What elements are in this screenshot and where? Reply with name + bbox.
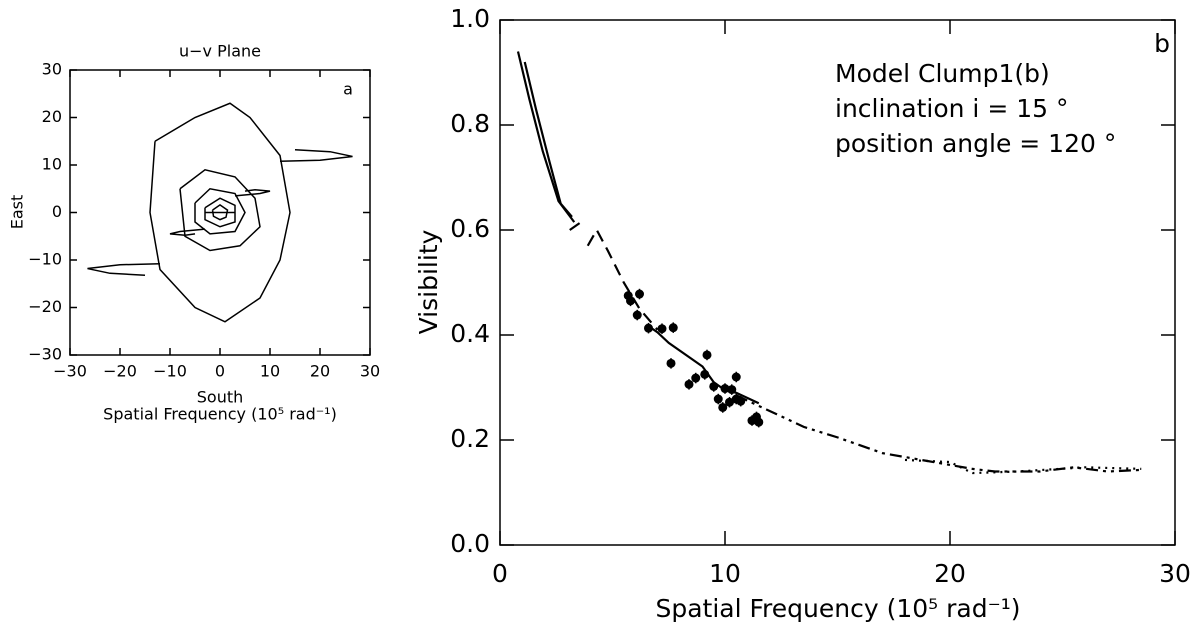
y-axis-label: East	[8, 195, 27, 230]
model-line	[179, 168, 261, 252]
data-point	[725, 397, 734, 407]
model-line	[149, 102, 291, 323]
x-tick-label: −20	[103, 362, 137, 381]
y-tick-label: 30	[42, 60, 62, 79]
x-tick-label: 0	[492, 559, 508, 588]
annotation: position angle = 120 °	[835, 129, 1116, 158]
x-tick-label: 0	[215, 362, 225, 381]
data-point	[709, 381, 719, 391]
x-tick-label: 10	[709, 559, 741, 588]
model-line	[279, 149, 353, 162]
model-line	[904, 458, 1142, 475]
y-tick-label: 1.0	[450, 4, 490, 33]
x-axis-label: Spatial Frequency (10⁵ rad⁻¹)	[103, 405, 337, 424]
x-tick-label: 10	[260, 362, 280, 381]
y-tick-label: 0.2	[450, 424, 490, 453]
y-tick-label: −20	[28, 297, 62, 316]
x-tick-label: 30	[360, 362, 380, 381]
data-point	[626, 296, 635, 306]
data-point	[736, 396, 746, 406]
y-tick-label: 20	[42, 107, 62, 126]
y-tick-label: 0.8	[450, 109, 490, 138]
panel-b: b Model Clump1(b) inclination i = 15 ° p…	[414, 4, 1191, 623]
y-tick-label: 0.4	[450, 319, 490, 348]
model-line	[516, 51, 576, 223]
model-line	[523, 61, 573, 218]
x-tick-label: −10	[153, 362, 187, 381]
data-point	[632, 310, 642, 320]
y-tick-label: 10	[42, 155, 62, 174]
y-tick-label: 0.0	[450, 529, 490, 558]
annotation: Model Clump1(b)	[835, 59, 1050, 88]
x-tick-label: 30	[1159, 559, 1191, 588]
x-axis-label: Spatial Frequency (10⁵ rad⁻¹)	[655, 594, 1020, 623]
x-axis-label: South	[197, 388, 244, 407]
data-point	[691, 373, 701, 383]
data-point	[727, 385, 737, 395]
data-point	[702, 350, 712, 360]
data-point	[731, 372, 741, 382]
x-tick-label: 20	[310, 362, 330, 381]
model-line	[645, 323, 760, 405]
data-point	[700, 369, 710, 379]
plot-frame	[499, 19, 1176, 546]
x-tick-label: −30	[53, 362, 87, 381]
data-point	[666, 358, 676, 368]
data-point	[684, 379, 694, 389]
data-point	[752, 412, 761, 422]
panel-a: u−v Plane a South Spatial Frequency (10⁵…	[8, 42, 381, 424]
x-tick-label: 20	[934, 559, 966, 588]
model-line	[211, 203, 229, 221]
model-line	[194, 187, 246, 235]
data-point	[668, 323, 678, 333]
model-line	[169, 228, 206, 237]
data-point	[635, 289, 644, 299]
y-tick-label: −30	[28, 345, 62, 364]
panel-label: b	[1154, 29, 1170, 58]
data-point	[657, 324, 667, 334]
model-line	[234, 188, 271, 197]
y-tick-label: 0.6	[450, 214, 490, 243]
model-line	[735, 394, 1142, 473]
y-tick-label: 0	[52, 202, 62, 221]
model-line	[204, 197, 236, 228]
panel-label: a	[343, 80, 353, 99]
data-point	[720, 384, 730, 394]
data-point	[718, 402, 728, 412]
data-point	[713, 394, 723, 404]
model-line	[87, 263, 161, 276]
model-line	[569, 221, 659, 331]
y-axis-label: Visibility	[414, 229, 443, 334]
data-point	[644, 323, 653, 333]
chart-title: u−v Plane	[179, 42, 261, 61]
annotation: inclination i = 15 °	[835, 94, 1068, 123]
y-tick-label: −10	[28, 250, 62, 269]
